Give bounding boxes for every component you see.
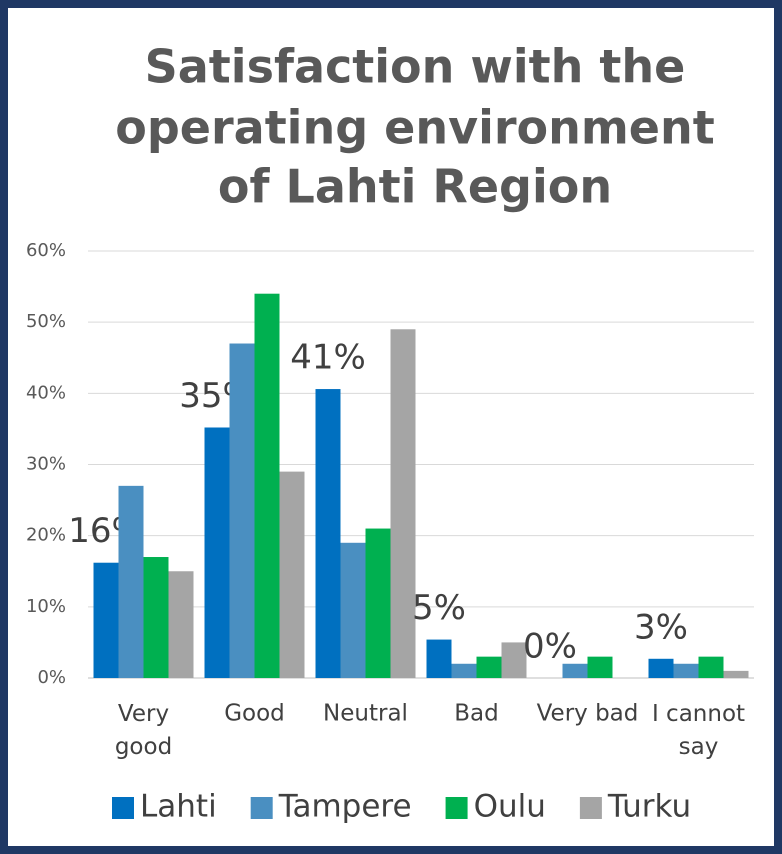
y-tick-label: 30% [26, 454, 66, 475]
legend-label: Oulu [474, 789, 546, 825]
y-tick-label: 10% [26, 596, 66, 617]
y-tick-label: 50% [26, 311, 66, 332]
data-label: 3% [634, 607, 688, 647]
x-tick-label: Very good [115, 701, 172, 760]
bar [254, 293, 280, 678]
bar [143, 557, 169, 678]
chart-title: Satisfaction with the [145, 40, 686, 94]
bar [365, 528, 391, 678]
legend-label: Turku [607, 789, 691, 825]
bar [587, 656, 613, 678]
x-tick-label: Good [224, 701, 285, 727]
legend-swatch [579, 797, 602, 819]
bar [279, 471, 305, 678]
y-tick-label: 0% [37, 667, 66, 688]
x-tick-label: Bad [454, 701, 498, 727]
legend-swatch [250, 797, 273, 819]
data-label: 0% [523, 627, 577, 667]
bar [118, 485, 144, 678]
y-tick-label: 40% [26, 382, 66, 403]
bar [476, 656, 502, 678]
data-label: 41% [290, 338, 366, 378]
bar [673, 663, 699, 678]
bar [562, 663, 588, 678]
bar [698, 656, 724, 678]
bar [229, 343, 255, 678]
bar [168, 571, 194, 678]
chart-title: of Lahti Region [218, 160, 612, 214]
x-tick-label: Neutral [323, 701, 408, 727]
data-label: 5% [412, 588, 466, 628]
x-tick-label: I cannot say [652, 701, 745, 760]
bar [451, 663, 477, 678]
chart-title: operating environment [115, 101, 715, 155]
x-tick-label: Very bad [537, 701, 639, 727]
y-tick-label: 60% [26, 240, 66, 261]
bar [426, 639, 452, 678]
bar [501, 642, 527, 678]
bar [340, 542, 366, 678]
bar [648, 658, 674, 678]
bar [204, 427, 230, 678]
y-tick-label: 20% [26, 525, 66, 546]
legend-swatch [112, 797, 134, 819]
legend-label: Tampere [278, 789, 412, 825]
bar [315, 389, 341, 678]
legend-swatch [445, 797, 468, 819]
bar [390, 329, 416, 678]
legend-label: Lahti [140, 789, 217, 825]
bar [93, 562, 119, 678]
bar [723, 670, 749, 678]
